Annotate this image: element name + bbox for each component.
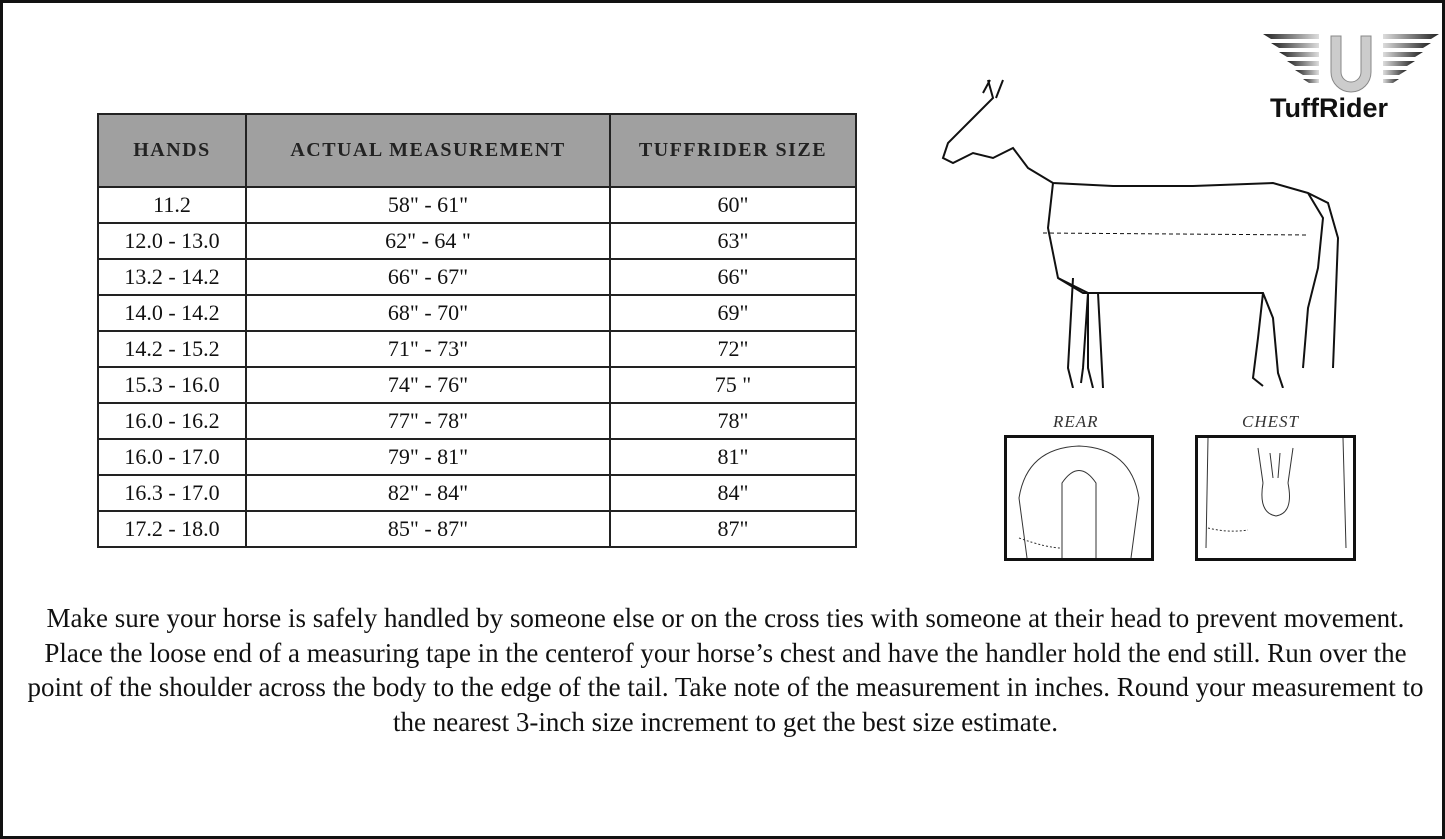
table-row: 16.3 - 17.0 82" - 84" 84" (97, 474, 857, 512)
chest-view-diagram (1195, 435, 1356, 561)
tuffrider-size-cell: 60" (609, 186, 857, 224)
tuffrider-size-cell: 72" (609, 330, 857, 368)
actual-measurement-cell: 79" - 81" (245, 438, 611, 476)
actual-measurement-cell: 77" - 78" (245, 402, 611, 440)
hands-cell: 16.0 - 17.0 (97, 438, 247, 476)
tuffrider-size-cell: 81" (609, 438, 857, 476)
horse-outline-illustration (941, 79, 1340, 388)
tuffrider-size-cell: 75 " (609, 366, 857, 404)
brand-logo-text: TuffRider (1270, 93, 1388, 123)
tuffrider-size-cell: 63" (609, 222, 857, 260)
actual-measurement-cell: 74" - 76" (245, 366, 611, 404)
header-hands: HANDS (97, 113, 247, 188)
actual-measurement-cell: 66" - 67" (245, 258, 611, 296)
actual-measurement-cell: 62" - 64 " (245, 222, 611, 260)
actual-measurement-cell: 82" - 84" (245, 474, 611, 512)
size-table: HANDS ACTUAL MEASUREMENT TUFFRIDER SIZE … (97, 113, 857, 548)
rear-label: REAR (1053, 412, 1099, 431)
table-row: 11.2 58" - 61" 60" (97, 186, 857, 224)
hands-cell: 14.2 - 15.2 (97, 330, 247, 368)
hands-cell: 13.2 - 14.2 (97, 258, 247, 296)
hands-cell: 15.3 - 16.0 (97, 366, 247, 404)
rear-view-diagram (1004, 435, 1154, 561)
table-row: 17.2 - 18.0 85" - 87" 87" (97, 510, 857, 548)
table-row: 16.0 - 17.0 79" - 81" 81" (97, 438, 857, 476)
table-header-row: HANDS ACTUAL MEASUREMENT TUFFRIDER SIZE (97, 113, 857, 188)
header-tuffrider-size: TUFFRIDER SIZE (609, 113, 857, 188)
measuring-instructions: Make sure your horse is safely handled b… (27, 603, 1424, 737)
tuffrider-size-cell: 66" (609, 258, 857, 296)
chest-label: CHEST (1242, 412, 1299, 431)
hands-cell: 17.2 - 18.0 (97, 510, 247, 548)
hands-cell: 14.0 - 14.2 (97, 294, 247, 332)
actual-measurement-cell: 68" - 70" (245, 294, 611, 332)
actual-measurement-cell: 71" - 73" (245, 330, 611, 368)
table-row: 14.0 - 14.2 68" - 70" 69" (97, 294, 857, 332)
hands-cell: 16.3 - 17.0 (97, 474, 247, 512)
actual-measurement-cell: 58" - 61" (245, 186, 611, 224)
table-row: 16.0 - 16.2 77" - 78" 78" (97, 402, 857, 440)
table-row: 13.2 - 14.2 66" - 67" 66" (97, 258, 857, 296)
table-row: 15.3 - 16.0 74" - 76" 75 " (97, 366, 857, 404)
tuffrider-size-cell: 69" (609, 294, 857, 332)
table-row: 12.0 - 13.0 62" - 64 " 63" (97, 222, 857, 260)
actual-measurement-cell: 85" - 87" (245, 510, 611, 548)
tuffrider-size-cell: 87" (609, 510, 857, 548)
hands-cell: 16.0 - 16.2 (97, 402, 247, 440)
table-row: 14.2 - 15.2 71" - 73" 72" (97, 330, 857, 368)
hands-cell: 12.0 - 13.0 (97, 222, 247, 260)
tuffrider-size-cell: 84" (609, 474, 857, 512)
hands-cell: 11.2 (97, 186, 247, 224)
header-actual-measurement: ACTUAL MEASUREMENT (245, 113, 611, 188)
tuffrider-size-cell: 78" (609, 402, 857, 440)
winged-horseshoe-icon (1263, 34, 1439, 93)
